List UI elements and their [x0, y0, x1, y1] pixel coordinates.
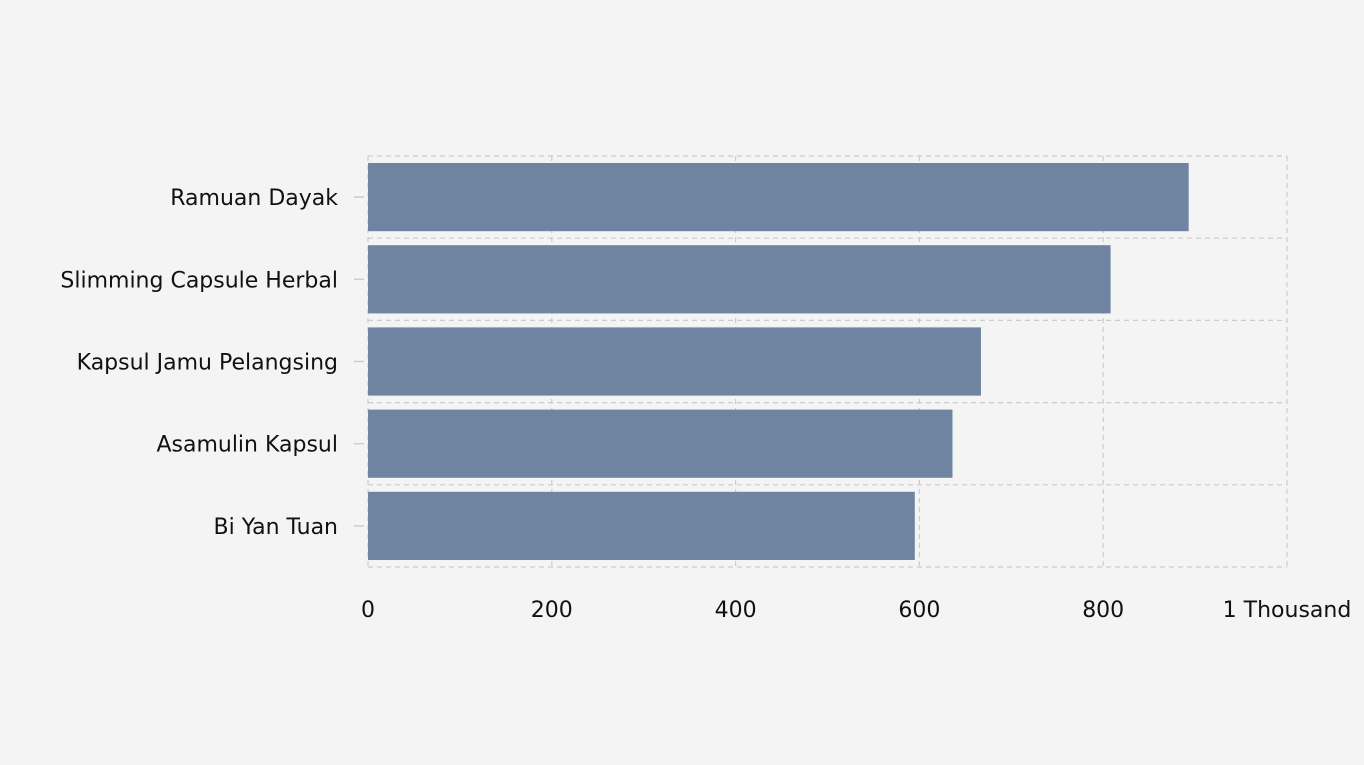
x-tick-label: 800	[1082, 598, 1124, 623]
bar[interactable]	[368, 163, 1189, 232]
category-label: Ramuan Dayak	[170, 186, 338, 211]
category-label: Asamulin Kapsul	[156, 433, 338, 458]
bar-layer	[368, 163, 1189, 560]
x-tick-label: 600	[898, 598, 940, 623]
category-label: Kapsul Jamu Pelangsing	[77, 351, 338, 376]
bar[interactable]	[368, 491, 915, 560]
category-label: Bi Yan Tuan	[214, 515, 339, 540]
x-tick-label: 400	[715, 598, 757, 623]
x-tick-label: 200	[531, 598, 573, 623]
label-layer: Ramuan Dayak Slimming Capsule Herbal Kapsu…	[60, 186, 1351, 623]
bar[interactable]	[368, 409, 953, 478]
bar[interactable]	[368, 245, 1111, 314]
x-tick-label: 0	[361, 598, 375, 623]
x-tick-label: 1 Thousand	[1223, 598, 1352, 623]
bar[interactable]	[368, 327, 981, 396]
category-label: Slimming Capsule Herbal	[60, 268, 338, 293]
